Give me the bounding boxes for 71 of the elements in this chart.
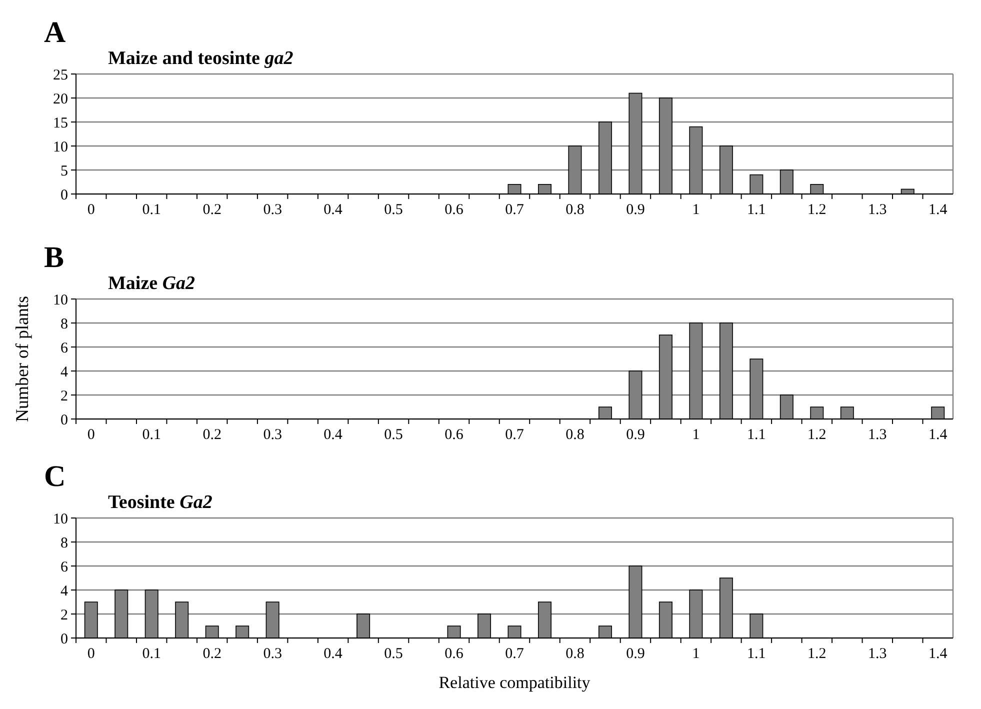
- x-tick-label: 0.7: [505, 427, 524, 443]
- x-tick-label: 0.6: [444, 202, 464, 218]
- x-tick-label: 0.2: [202, 427, 222, 443]
- chart-title: Maize Ga2: [108, 273, 196, 294]
- x-tick-label: 1.2: [808, 646, 826, 662]
- y-tick-label: 6: [60, 340, 68, 356]
- y-tick-label: 2: [60, 607, 68, 624]
- x-tick-label: 0: [87, 427, 95, 443]
- y-tick-label: 15: [53, 115, 68, 132]
- x-tick-label: 0.4: [324, 427, 343, 443]
- x-axis-title: Relative compatibility: [438, 673, 591, 692]
- y-tick-label: 4: [60, 364, 68, 380]
- x-tick-label: 1: [692, 646, 700, 662]
- y-tick-label: 4: [60, 583, 68, 600]
- x-tick-label: 0.3: [263, 202, 282, 218]
- x-tick-label: 0.9: [626, 646, 645, 662]
- x-tick-label: 0.9: [626, 202, 645, 218]
- x-tick-label: 0.1: [142, 202, 161, 218]
- x-tick-label: 1.4: [928, 646, 948, 662]
- x-tick-label: 0.2: [202, 202, 222, 218]
- x-tick-label: 0: [87, 202, 95, 218]
- x-tick-label: 0: [87, 646, 95, 662]
- x-tick-label: 0.5: [384, 202, 403, 218]
- y-tick-label: 0: [60, 187, 68, 204]
- y-tick-label: 25: [53, 67, 68, 84]
- x-tick-label: 1.1: [747, 646, 766, 662]
- chart-title: Teosinte Ga2: [108, 492, 213, 513]
- x-tick-label: 1.1: [747, 202, 766, 218]
- x-tick-label: 0.8: [566, 646, 584, 662]
- x-tick-label: 1.3: [868, 427, 887, 443]
- x-tick-label: 0.1: [142, 646, 161, 662]
- x-tick-label: 0.7: [505, 646, 524, 662]
- x-tick-label: 0.3: [263, 646, 282, 662]
- y-axis-title: Number of plants: [12, 296, 32, 422]
- y-tick-label: 2: [60, 388, 68, 404]
- x-tick-label: 0.8: [566, 202, 584, 218]
- x-tick-label: 0.5: [384, 427, 403, 443]
- x-tick-label: 1.3: [868, 202, 887, 218]
- x-tick-label: 0.4: [324, 646, 343, 662]
- x-tick-label: 0.1: [142, 427, 161, 443]
- x-tick-label: 1.4: [928, 202, 948, 218]
- y-tick-label: 20: [53, 91, 68, 108]
- x-tick-label: 1: [692, 427, 700, 443]
- y-tick-label: 10: [53, 292, 68, 308]
- x-tick-label: 0.6: [444, 646, 464, 662]
- y-tick-label: 0: [60, 412, 68, 428]
- x-tick-label: 0.5: [384, 646, 403, 662]
- x-tick-label: 1.2: [808, 427, 826, 443]
- text: B: [44, 241, 64, 274]
- text: C: [44, 460, 66, 493]
- y-tick-label: 10: [53, 511, 68, 528]
- x-tick-label: 1.2: [808, 202, 826, 218]
- text: A: [44, 16, 66, 49]
- chart-title: Maize and teosinte ga2: [108, 48, 294, 69]
- x-tick-label: 1.3: [868, 646, 887, 662]
- y-tick-label: 8: [60, 316, 68, 332]
- x-tick-label: 0.8: [566, 427, 584, 443]
- y-tick-label: 0: [60, 631, 68, 648]
- x-tick-label: 0.4: [324, 202, 343, 218]
- x-tick-label: 1.1: [747, 427, 766, 443]
- y-tick-label: 10: [53, 139, 68, 156]
- x-tick-label: 0.6: [444, 427, 464, 443]
- y-tick-label: 6: [60, 559, 68, 576]
- x-tick-label: 0.2: [202, 646, 222, 662]
- y-tick-label: 5: [60, 163, 68, 180]
- x-tick-label: 0.9: [626, 427, 645, 443]
- x-tick-label: 1.4: [928, 427, 948, 443]
- y-tick-label: 8: [60, 535, 68, 552]
- x-tick-label: 0.3: [263, 427, 282, 443]
- x-tick-label: 0.7: [505, 202, 524, 218]
- x-tick-label: 1: [692, 202, 700, 218]
